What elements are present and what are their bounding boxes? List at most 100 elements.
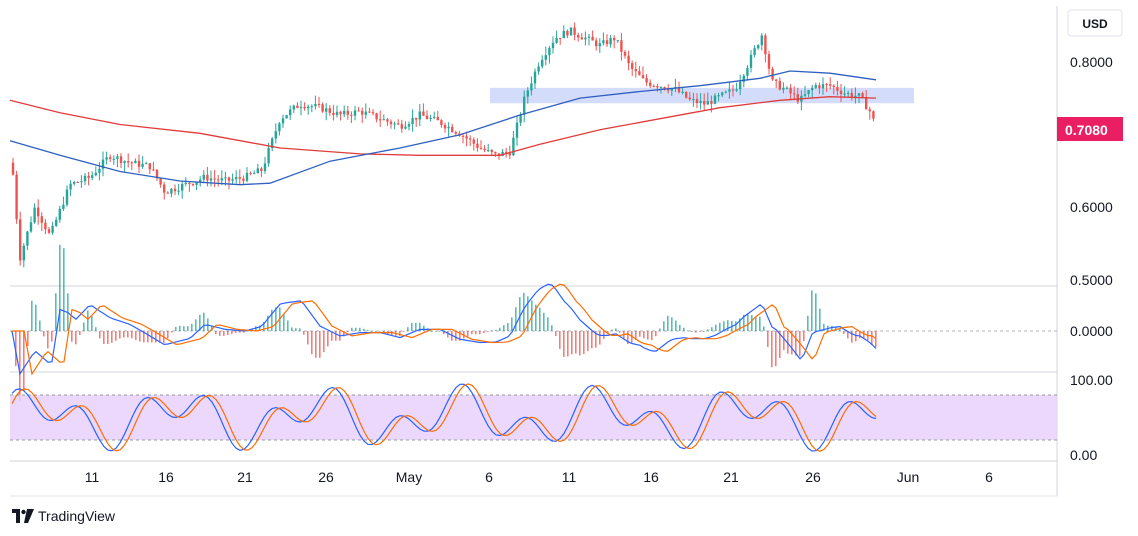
macd-histogram-bar (331, 331, 333, 341)
candle-body (249, 172, 252, 174)
panel-frame (10, 6, 1058, 497)
candle-body (713, 95, 717, 104)
candle-body (109, 157, 112, 159)
candle-body (465, 136, 468, 139)
resistance-zone (490, 87, 914, 104)
macd-histogram-bar (783, 331, 785, 351)
macd-histogram-bar (123, 331, 125, 338)
macd-histogram-bar (263, 322, 265, 331)
price-tick-label: 0.5000 (1070, 272, 1113, 288)
candle-body (91, 175, 94, 178)
candle-body (317, 103, 321, 105)
macd-histogram-bar (171, 331, 173, 333)
candle-body (353, 110, 357, 116)
tradingview-brand[interactable]: TradingView (12, 508, 115, 524)
candle-body (440, 120, 443, 125)
candle-body (227, 177, 231, 181)
candle-body (613, 37, 616, 41)
macd-histogram-bar (823, 323, 825, 331)
candle-body (22, 245, 25, 261)
candle-body (166, 192, 169, 194)
stochastic-panel[interactable] (10, 383, 1057, 452)
macd-histogram-bar (755, 316, 757, 331)
candle-body (659, 87, 663, 89)
candle-body (595, 40, 598, 47)
macd-histogram-bar (267, 315, 269, 331)
macd-histogram-bar (311, 331, 313, 355)
macd-histogram-bar (455, 331, 457, 341)
candle-body (29, 222, 33, 232)
candle-body (155, 169, 159, 179)
macd-histogram-bar (851, 331, 853, 343)
candle-body (213, 178, 216, 180)
candle-body (98, 168, 101, 173)
candle-body (220, 178, 223, 181)
macd-histogram-bar (227, 331, 229, 336)
macd-histogram-bar (43, 331, 45, 337)
candle-body (170, 188, 173, 194)
price-tick-label: 0.6000 (1070, 199, 1113, 215)
price-panel[interactable] (9, 22, 914, 268)
currency-label: USD (1082, 17, 1108, 31)
candle-body (645, 77, 648, 83)
date-tick-label: 26 (805, 469, 821, 485)
stochastic-k-line (11, 383, 877, 452)
macd-histogram-bar (759, 316, 761, 331)
date-tick-label: 6 (485, 469, 493, 485)
macd-histogram-bar (695, 331, 697, 333)
candle-body (584, 37, 587, 40)
macd-histogram-bar (175, 326, 177, 331)
macd-histogram-bar (415, 322, 417, 331)
price-axis[interactable]: USD 0.8000 0.7080 0.6000 0.5000 0.0000 1… (1057, 9, 1123, 463)
macd-histogram-bar (511, 317, 513, 331)
macd-histogram-bar (751, 315, 753, 331)
candle-body (235, 177, 238, 180)
candle-body (526, 90, 529, 97)
currency-box[interactable] (1067, 9, 1123, 37)
candle-body (515, 122, 519, 138)
candle-body (785, 87, 789, 89)
macd-histogram-bar (591, 331, 593, 349)
macd-histogram-bar (299, 328, 301, 331)
stochastic-d-line (11, 383, 877, 452)
macd-histogram-bar (559, 331, 561, 349)
candle-body (865, 96, 868, 110)
candle-body (710, 101, 713, 104)
candle-body (476, 143, 479, 148)
last-price-badge (1057, 117, 1123, 141)
candle-body (490, 149, 493, 153)
candle-body (55, 219, 58, 226)
candle-body (422, 111, 425, 116)
macd-histogram-bar (647, 331, 649, 340)
macd-histogram-bar (403, 331, 405, 332)
candle-body (263, 163, 267, 172)
macd-histogram-bar (55, 293, 57, 331)
macd-histogram-bar (815, 293, 817, 331)
candle-body (623, 51, 627, 56)
candle-body (411, 117, 414, 125)
candle-body (577, 34, 580, 38)
candle-body (404, 126, 407, 129)
candle-body (757, 45, 760, 49)
time-axis[interactable]: 11 16 21 26 May 6 11 16 21 26 Jun 6 (85, 469, 993, 485)
macd-histogram-bar (351, 327, 353, 331)
macd-histogram-bar (63, 248, 65, 331)
candle-body (847, 92, 850, 94)
candle-body (775, 79, 778, 81)
macd-histogram-bar (711, 327, 713, 331)
macd-histogram-bar (295, 328, 297, 331)
candle-body (350, 114, 353, 116)
macd-histogram-bar (555, 331, 557, 337)
macd-histogram-bar (563, 331, 565, 357)
macd-histogram-bar (275, 307, 277, 331)
macd-panel[interactable] (10, 244, 1057, 402)
macd-histogram-bar (335, 331, 337, 341)
macd-histogram-bar (495, 329, 497, 331)
macd-histogram-bar (75, 331, 77, 345)
candle-body (821, 84, 825, 89)
candle-body (292, 105, 295, 110)
macd-histogram-bar (791, 331, 793, 355)
candle-body (695, 99, 699, 104)
moving-average-mid-line (9, 70, 877, 186)
